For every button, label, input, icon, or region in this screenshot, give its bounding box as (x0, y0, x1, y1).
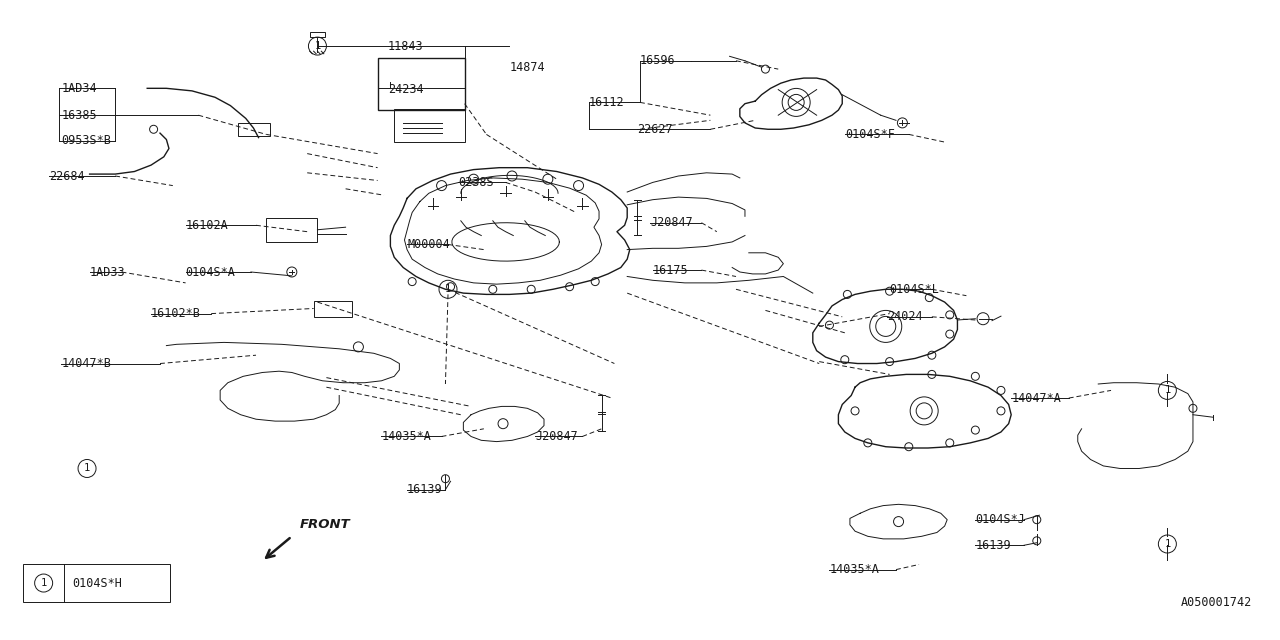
Text: 0104S*J: 0104S*J (975, 513, 1025, 526)
Text: FRONT: FRONT (300, 518, 351, 531)
Bar (394, 109, 465, 142)
Text: 1: 1 (1165, 385, 1170, 396)
Text: 0238S: 0238S (458, 176, 494, 189)
Text: 1AD34: 1AD34 (61, 82, 97, 95)
Text: 1: 1 (84, 463, 90, 474)
Text: 11843: 11843 (388, 40, 424, 52)
Text: 22627: 22627 (637, 123, 673, 136)
Bar (314, 301, 352, 317)
Text: 0104S*F: 0104S*F (845, 128, 895, 141)
Bar (23, 564, 170, 602)
Text: A050001742: A050001742 (1180, 596, 1252, 609)
Text: 0104S*H: 0104S*H (72, 577, 122, 589)
Text: 22684: 22684 (49, 170, 84, 182)
Text: J20847: J20847 (535, 430, 577, 443)
Text: 16385: 16385 (61, 109, 97, 122)
Text: 16112: 16112 (589, 96, 625, 109)
Text: 14047*A: 14047*A (1011, 392, 1061, 404)
Text: 16596: 16596 (640, 54, 676, 67)
Text: 0104S*A: 0104S*A (186, 266, 236, 278)
Text: 1: 1 (41, 578, 47, 588)
Text: 14035*A: 14035*A (381, 430, 431, 443)
Text: 16139: 16139 (407, 483, 443, 496)
Bar (310, 32, 325, 37)
Text: 16102A: 16102A (186, 219, 228, 232)
Text: 24234: 24234 (388, 83, 424, 96)
Text: 14047*B: 14047*B (61, 357, 111, 370)
Text: 0104S*L: 0104S*L (890, 283, 940, 296)
Bar (378, 58, 465, 110)
Text: 1: 1 (315, 41, 320, 51)
Text: 16175: 16175 (653, 264, 689, 276)
Text: 14035*A: 14035*A (829, 563, 879, 576)
Bar (238, 123, 270, 136)
Text: M00004: M00004 (407, 238, 449, 251)
Text: 16139: 16139 (975, 539, 1011, 552)
Text: 14874: 14874 (509, 61, 545, 74)
Text: 1AD33: 1AD33 (90, 266, 125, 278)
Bar (266, 218, 317, 242)
Text: 0953S*B: 0953S*B (61, 134, 111, 147)
Text: 1: 1 (1165, 539, 1170, 549)
Text: 1: 1 (445, 284, 451, 294)
Text: J20847: J20847 (650, 216, 692, 229)
Text: 24024: 24024 (887, 310, 923, 323)
Text: 16102*B: 16102*B (151, 307, 201, 320)
